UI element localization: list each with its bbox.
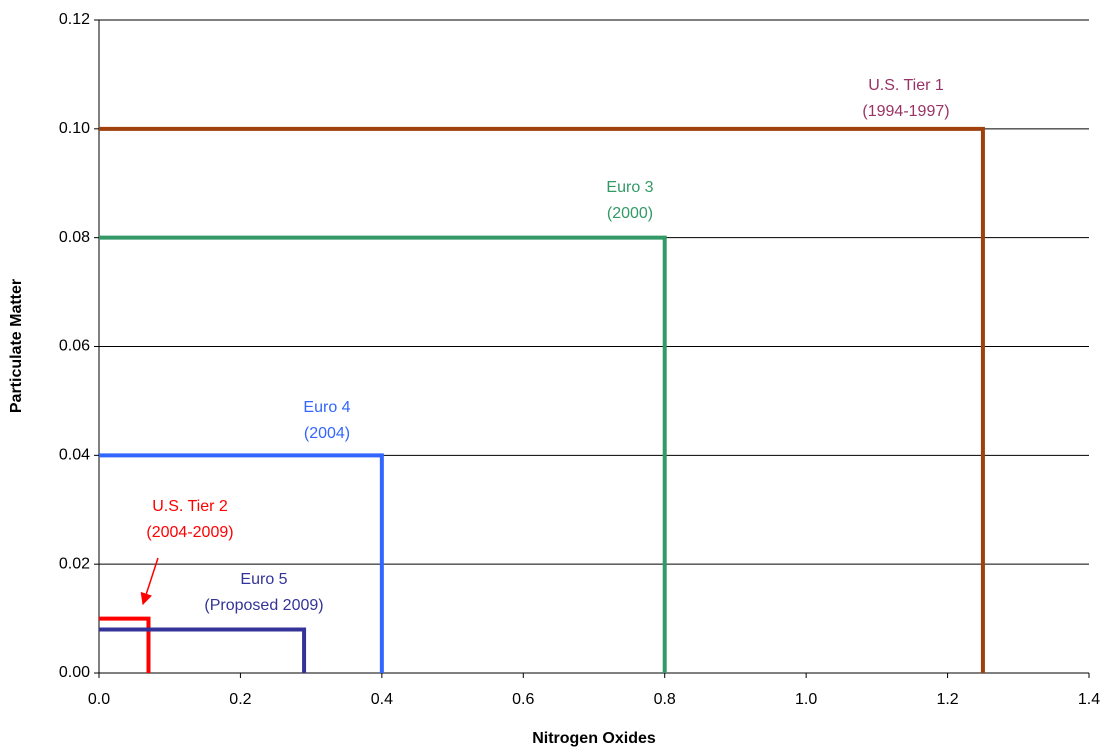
series-label: U.S. Tier 1 — [868, 77, 944, 94]
series-label: U.S. Tier 2 — [152, 498, 228, 515]
x-tick-label: 1.4 — [1078, 691, 1100, 708]
series-period: (2004-2009) — [146, 524, 233, 541]
x-tick-label: 0.8 — [654, 691, 676, 708]
x-axis-title: Nitrogen Oxides — [532, 730, 656, 747]
limit-line — [99, 616, 151, 673]
series-label: Euro 3 — [606, 179, 653, 196]
x-tick-label: 0.4 — [371, 691, 393, 708]
series-label: Euro 4 — [303, 399, 350, 416]
series-label: Euro 5 — [240, 571, 287, 588]
series-period: (Proposed 2009) — [204, 597, 323, 614]
y-tick-label: 0.12 — [59, 11, 90, 28]
y-tick-label: 0.08 — [59, 229, 90, 246]
series-period: (2004) — [304, 425, 350, 442]
limit-line — [99, 627, 307, 673]
y-axis-title: Particulate Matter — [8, 279, 25, 413]
annotation-arrow — [140, 557, 159, 606]
x-tick-label: 0.6 — [512, 691, 534, 708]
series-period: (1994-1997) — [862, 103, 949, 120]
limit-line — [99, 453, 384, 673]
x-tick-label: 1.2 — [936, 691, 958, 708]
x-tick-label: 1.0 — [795, 691, 817, 708]
x-tick-label: 0.0 — [88, 691, 110, 708]
y-tick-label: 0.10 — [59, 120, 90, 137]
limit-line — [99, 126, 985, 673]
x-tick-label: 0.2 — [229, 691, 251, 708]
y-tick-label: 0.00 — [59, 664, 90, 681]
y-tick-label: 0.04 — [59, 447, 90, 464]
y-tick-label: 0.06 — [59, 338, 90, 355]
y-tick-label: 0.02 — [59, 555, 90, 572]
series-period: (2000) — [607, 205, 653, 222]
limit-line — [99, 235, 667, 673]
